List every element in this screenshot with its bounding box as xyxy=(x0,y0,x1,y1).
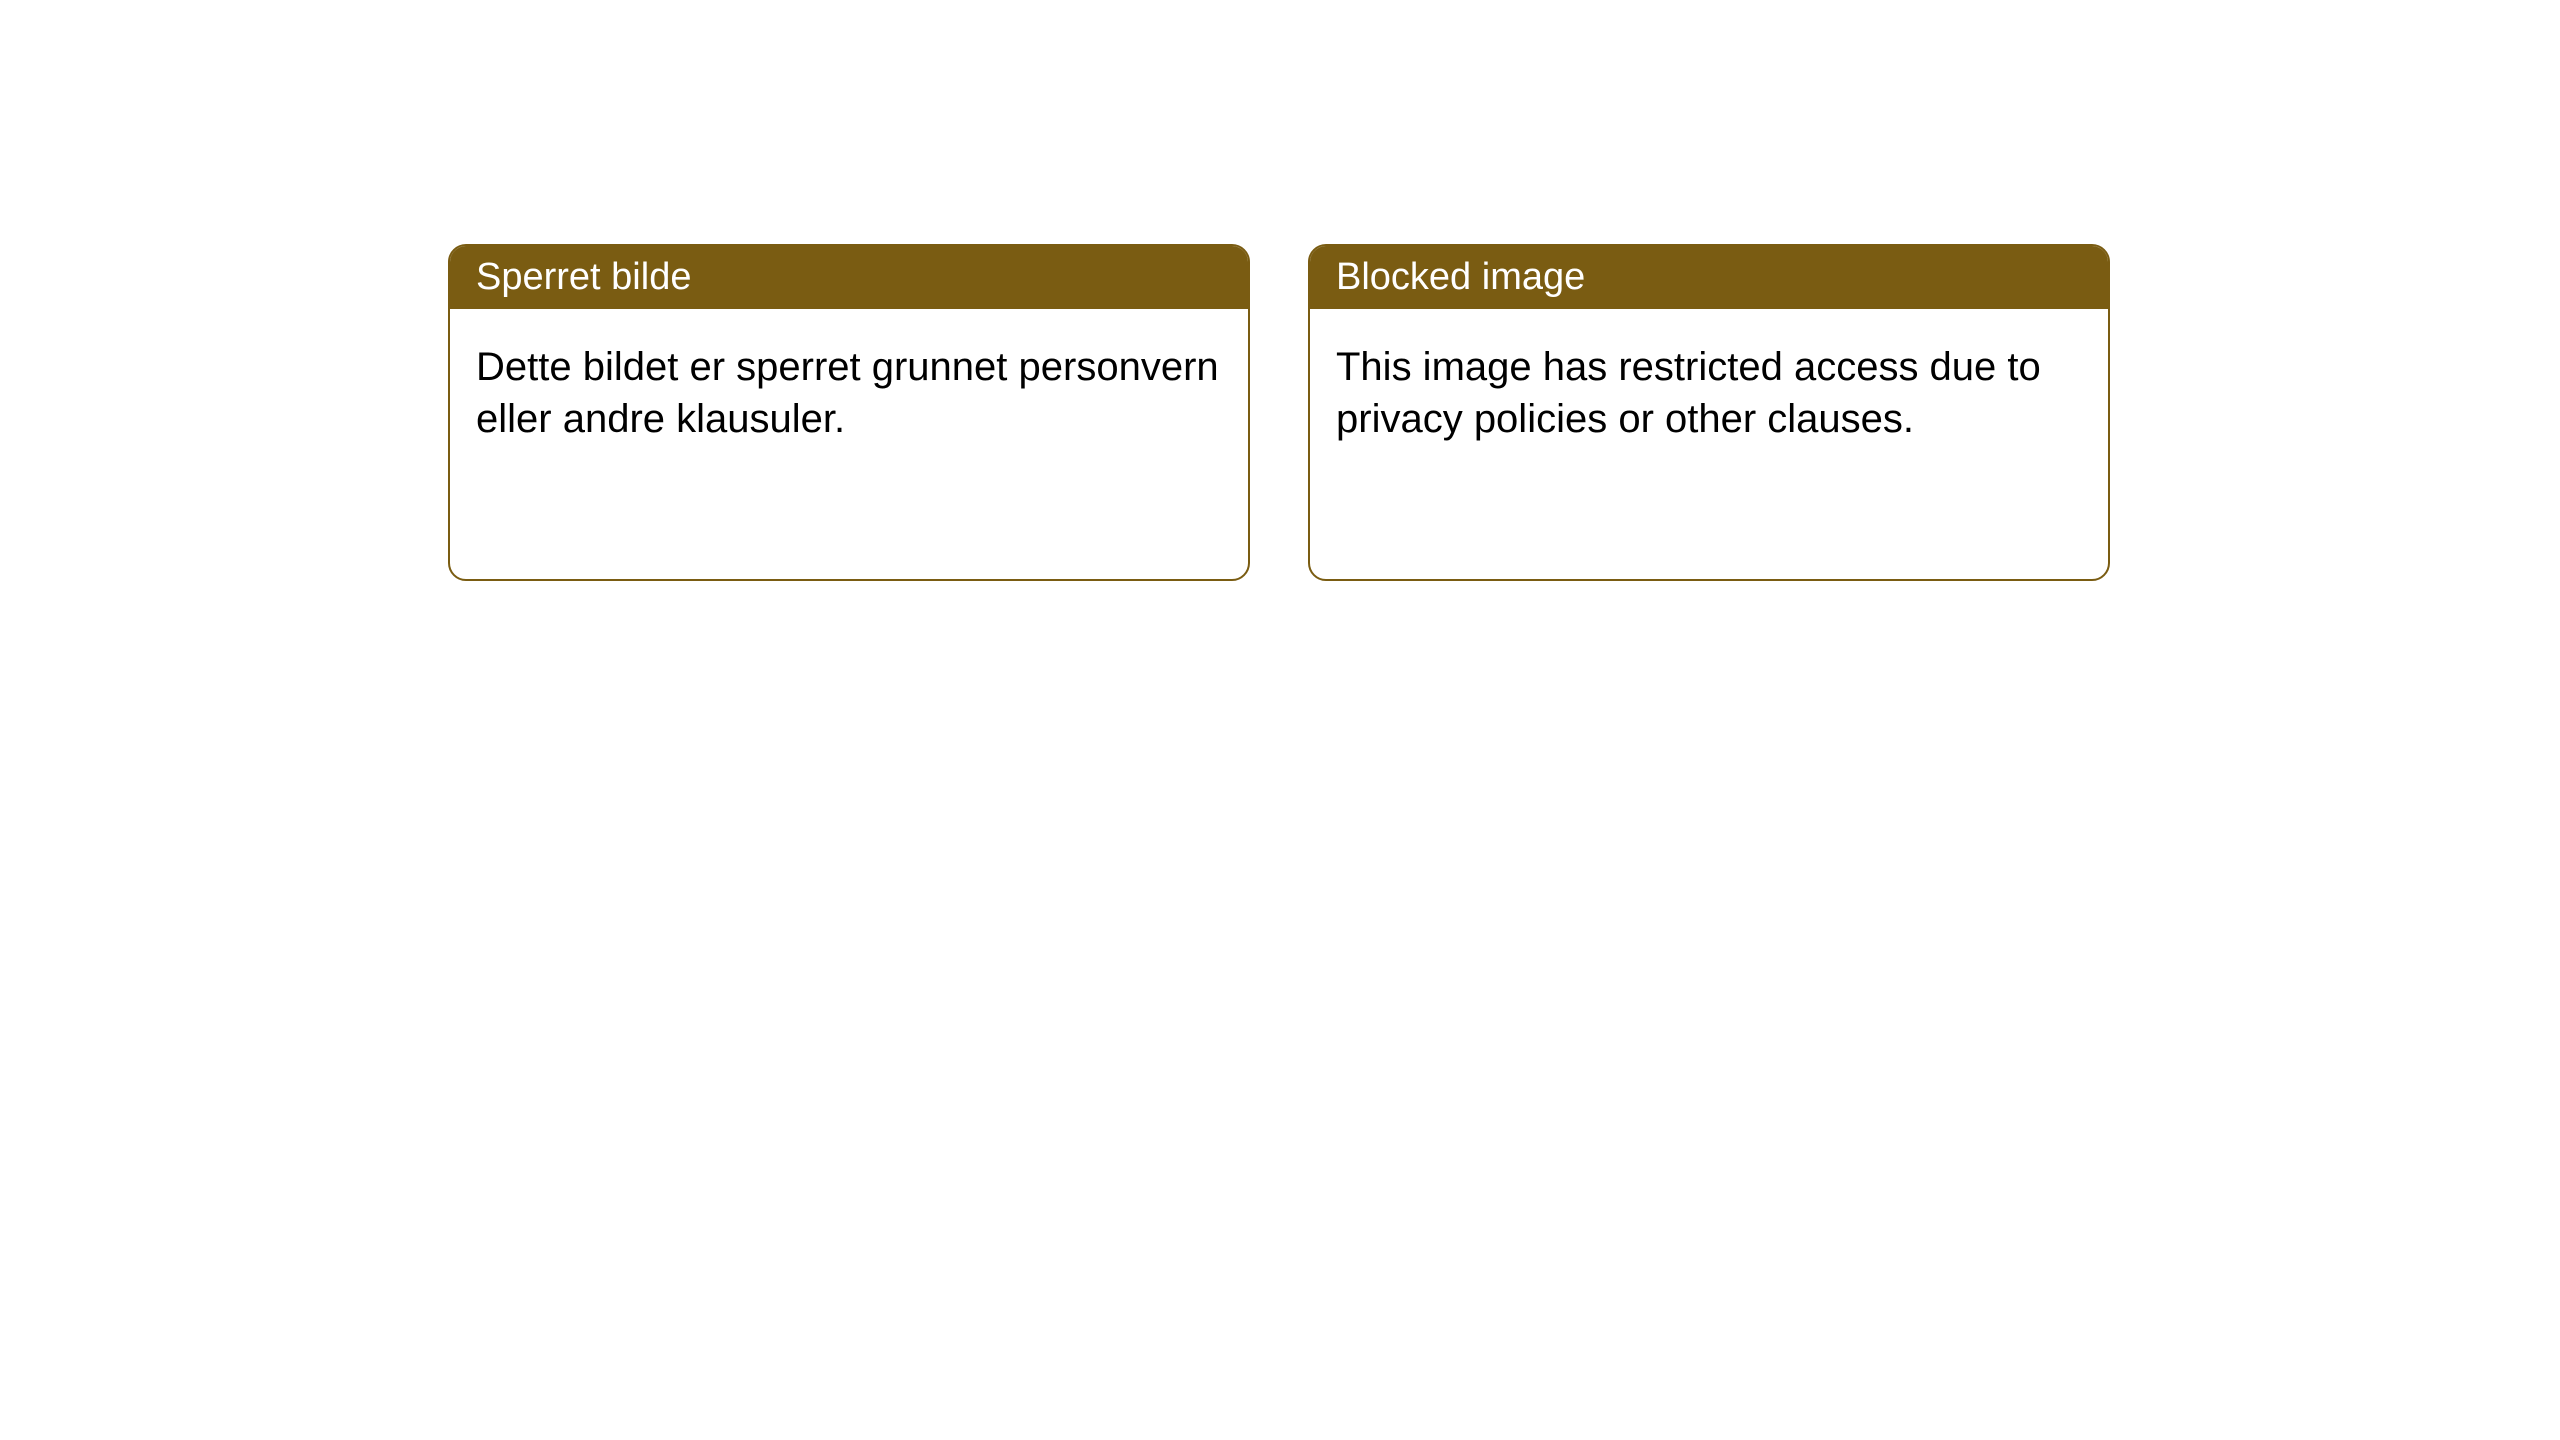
card-title-norwegian: Sperret bilde xyxy=(476,256,691,298)
card-header-norwegian: Sperret bilde xyxy=(450,246,1248,309)
card-title-english: Blocked image xyxy=(1336,256,1585,298)
card-body-norwegian: Dette bildet er sperret grunnet personve… xyxy=(450,309,1248,579)
card-text-english: This image has restricted access due to … xyxy=(1336,345,2041,441)
cards-container: Sperret bilde Dette bildet er sperret gr… xyxy=(448,244,2110,581)
card-header-english: Blocked image xyxy=(1310,246,2108,309)
card-body-english: This image has restricted access due to … xyxy=(1310,309,2108,579)
card-norwegian: Sperret bilde Dette bildet er sperret gr… xyxy=(448,244,1250,581)
card-text-norwegian: Dette bildet er sperret grunnet personve… xyxy=(476,345,1219,441)
card-english: Blocked image This image has restricted … xyxy=(1308,244,2110,581)
